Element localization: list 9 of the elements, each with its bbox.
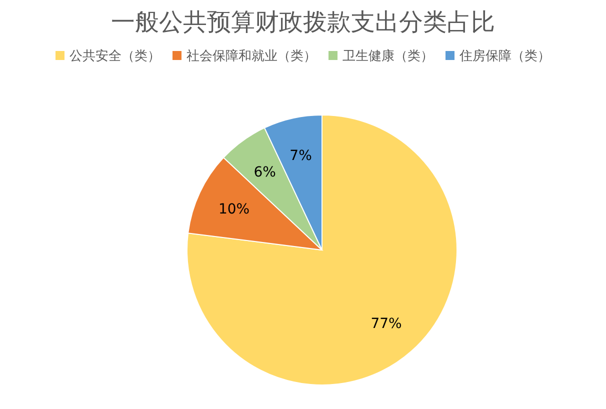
legend-label: 住房保障（类） bbox=[458, 48, 550, 64]
data-label: 7% bbox=[290, 148, 312, 164]
data-label: 77% bbox=[370, 316, 402, 332]
legend-label: 社会保障和就业（类） bbox=[186, 49, 316, 64]
chart-title: 一般公共预算财政拨款支出分类占比 bbox=[111, 8, 495, 36]
legend-label: 公共安全（类） bbox=[70, 48, 160, 64]
data-label: 6% bbox=[254, 164, 276, 180]
legend-label: 卫生健康（类） bbox=[342, 49, 434, 64]
data-label: 10% bbox=[218, 202, 250, 218]
